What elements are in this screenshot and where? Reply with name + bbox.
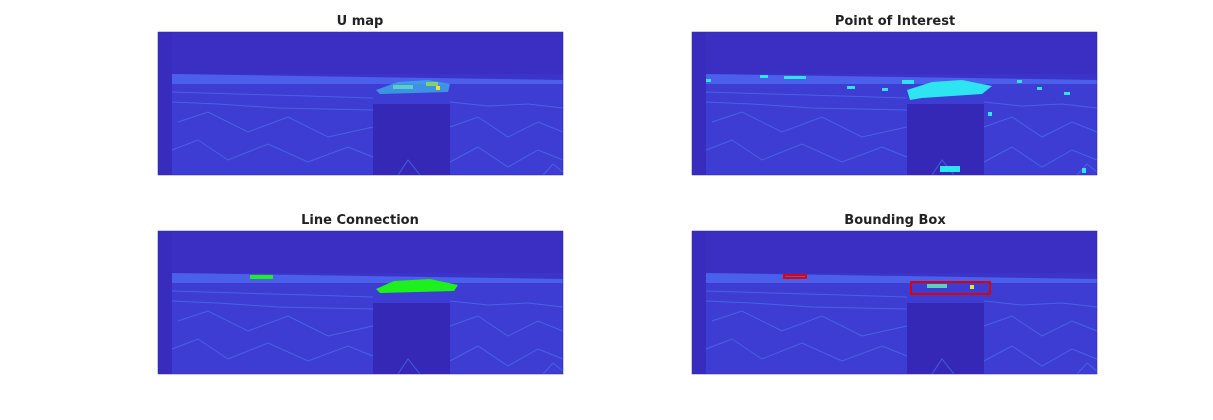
u-map-image xyxy=(157,31,564,176)
bounding-box-image xyxy=(691,230,1098,375)
panel-title: Line Connection xyxy=(301,213,419,228)
panel-title: Point of Interest xyxy=(835,14,955,29)
point-of-interest-image xyxy=(691,31,1098,176)
line-connection-image xyxy=(157,230,564,375)
panel-title: U map xyxy=(337,14,384,29)
panel-title: Bounding Box xyxy=(844,213,946,228)
